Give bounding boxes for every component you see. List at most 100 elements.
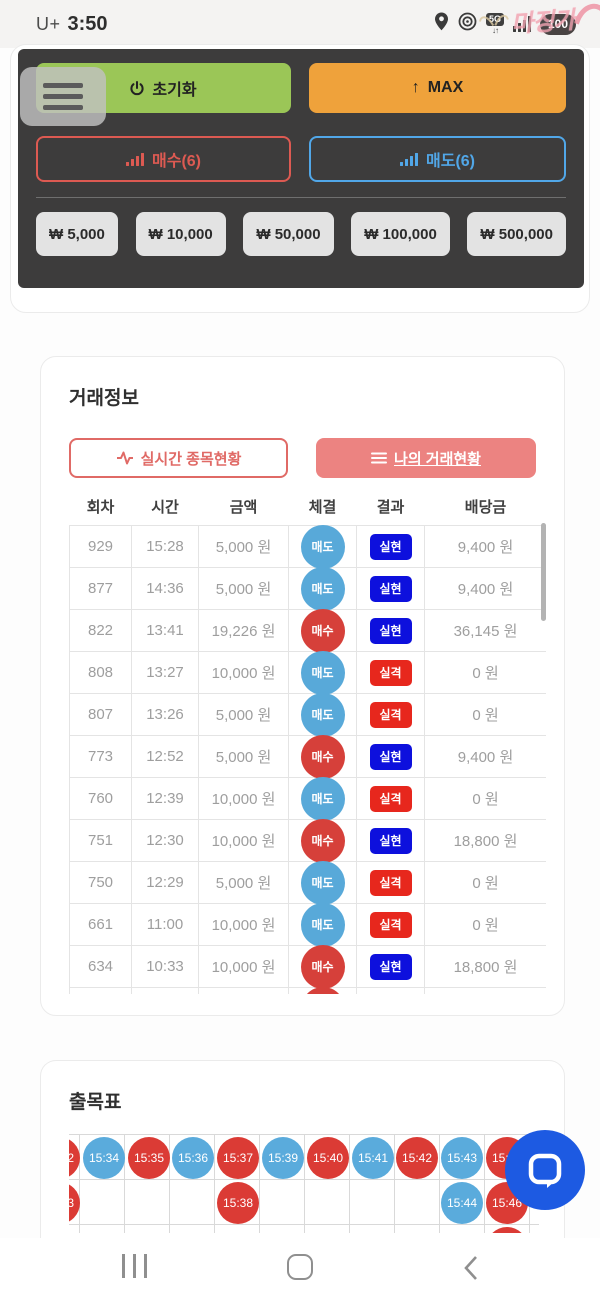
chat-fab[interactable] [505, 1130, 585, 1210]
sell-button[interactable]: 매도(6) [309, 136, 566, 182]
table-row: 822 13:41 19,226 원 매수 실현 36,145 원 [69, 608, 546, 653]
up-arrow-icon: ↑ [411, 79, 420, 96]
max-button[interactable]: ↑ MAX [309, 63, 566, 113]
divider [36, 197, 566, 198]
table-row: 760 12:39 10,000 원 매도 실격 0 원 [69, 776, 546, 821]
status-bar: U+ 3:50 5G ↓↑ 100 [0, 0, 600, 48]
result-badge: 실현 [369, 953, 412, 980]
col-header-time: 시간 [151, 499, 179, 516]
result-badge: 실현 [369, 827, 412, 854]
recents-button[interactable] [122, 1254, 147, 1278]
result-badge: 실격 [369, 869, 412, 896]
hotspot-icon [458, 12, 477, 36]
table-row: 773 12:52 5,000 원 매수 실현 9,400 원 [69, 734, 546, 779]
floating-menu-button[interactable] [20, 67, 106, 126]
result-board-title: 출목표 [69, 1092, 122, 1113]
buy-label: 매수(6) [152, 153, 201, 170]
carrier-label: U+ [36, 13, 61, 34]
location-icon [434, 12, 449, 36]
grid-cell: 15:34 [83, 1137, 125, 1179]
col-header-payout: 배당금 [464, 499, 507, 516]
side-badge: 매도 [300, 692, 345, 737]
buy-button[interactable]: 매수(6) [36, 136, 291, 182]
grid-cell: 15:38 [217, 1182, 259, 1224]
grid-cell: 15:41 [352, 1137, 394, 1179]
result-badge: 실격 [369, 785, 412, 812]
trade-panel-card: 초기화 ↑ MAX 매수(6) 매도(6) ₩ 5,000 ₩ 10,000 ₩… [10, 44, 590, 313]
amount-button-5000[interactable]: ₩ 5,000 [36, 212, 118, 256]
amount-button-10000[interactable]: ₩ 10,000 [135, 212, 226, 256]
table-row: 661 11:00 10,000 원 매도 실격 0 원 [69, 902, 546, 947]
side-badge: 매수 [300, 944, 345, 989]
table-header-row: 회차 시간 금액 체결 결과 배당금 [70, 496, 547, 526]
reset-label: 초기화 [152, 82, 197, 99]
grid-cell: 15:39 [262, 1137, 304, 1179]
table-row: 751 12:30 10,000 원 매수 실현 18,800 원 [69, 818, 546, 863]
pulse-icon [116, 450, 134, 466]
table-scrollbar[interactable] [541, 523, 546, 621]
grid-cell: 15:42 [396, 1137, 438, 1179]
side-badge: 매도 [300, 566, 345, 611]
table-row: 807 13:26 5,000 원 매도 실격 0 원 [69, 692, 546, 737]
back-icon [464, 1256, 477, 1280]
col-header-round: 회차 [86, 499, 115, 516]
side-badge: 매도 [300, 902, 345, 947]
max-label: MAX [427, 79, 464, 96]
power-icon [130, 80, 144, 96]
grid-cell: 15:44 [441, 1182, 483, 1224]
amount-button-50000[interactable]: ₩ 50,000 [243, 212, 334, 256]
table-row-partial [69, 986, 546, 994]
table-row: 877 14:36 5,000 원 매도 실현 9,400 원 [69, 566, 546, 611]
amount-button-100000[interactable]: ₩ 100,000 [351, 212, 450, 256]
grid-cell: 15:40 [307, 1137, 349, 1179]
result-badge: 실격 [369, 911, 412, 938]
list-icon [371, 451, 388, 465]
trade-table[interactable]: 회차 시간 금액 체결 결과 배당금 929 15:28 5,000 원 매도 … [69, 496, 546, 994]
trade-info-card: 거래정보 실시간 종목현황 나의 거래현황 회차 [40, 356, 565, 1016]
android-nav-bar [0, 1238, 600, 1300]
clock: 3:50 [67, 12, 108, 35]
table-row: 929 15:28 5,000 원 매도 실현 9,400 원 [69, 524, 546, 569]
amount-buttons: ₩ 5,000 ₩ 10,000 ₩ 50,000 ₩ 100,000 ₩ 50… [36, 211, 566, 257]
menu-icon [43, 83, 83, 88]
result-badge: 실격 [369, 701, 412, 728]
my-trades-button[interactable]: 나의 거래현황 [316, 438, 536, 478]
table-row: 750 12:29 5,000 원 매도 실격 0 원 [69, 860, 546, 905]
col-header-side: 체결 [308, 499, 337, 516]
side-badge: 매수 [300, 818, 345, 863]
realtime-status-button[interactable]: 실시간 종목현황 [69, 438, 288, 478]
grid-cell: 15:36 [172, 1137, 214, 1179]
bar-chart-icon [126, 152, 144, 166]
recents-icon [122, 1254, 125, 1278]
grid-cell: 15:32 [69, 1137, 80, 1179]
col-header-amount: 금액 [229, 499, 258, 516]
grid-cell: 15:43 [441, 1137, 483, 1179]
home-button[interactable] [287, 1254, 313, 1280]
grid-cell: 15:35 [128, 1137, 170, 1179]
result-badge: 실현 [369, 617, 412, 644]
network-5g-icon: 5G ↓↑ [485, 13, 504, 35]
battery-indicator: 100 [540, 13, 576, 35]
my-trades-label: 나의 거래현황 [394, 450, 481, 468]
trade-info-title: 거래정보 [69, 388, 139, 409]
table-row: 634 10:33 10,000 원 매수 실현 18,800 원 [69, 944, 546, 989]
result-badge: 실격 [369, 659, 412, 686]
realtime-status-label: 실시간 종목현황 [140, 450, 242, 468]
bar-chart-icon [400, 152, 418, 166]
side-badge: 매도 [300, 650, 345, 695]
col-header-result: 결과 [376, 499, 405, 516]
back-button[interactable] [462, 1254, 480, 1287]
side-badge: 매도 [300, 860, 345, 905]
result-grid[interactable]: 15:32 15:33 15:34 15:35 15:36 15:37 15:3… [69, 1134, 539, 1233]
result-badge: 실현 [369, 533, 412, 560]
table-row: 808 13:27 10,000 원 매도 실격 0 원 [69, 650, 546, 695]
amount-button-500000[interactable]: ₩ 500,000 [467, 212, 566, 256]
grid-cell: 15:33 [69, 1182, 80, 1224]
side-badge: 매도 [300, 524, 345, 569]
signal-icon [513, 16, 531, 32]
side-badge: 매도 [300, 776, 345, 821]
result-badge: 실현 [369, 575, 412, 602]
sell-label: 매도(6) [426, 153, 475, 170]
side-badge: 매수 [300, 608, 345, 653]
grid-cell: 15:37 [217, 1137, 259, 1179]
